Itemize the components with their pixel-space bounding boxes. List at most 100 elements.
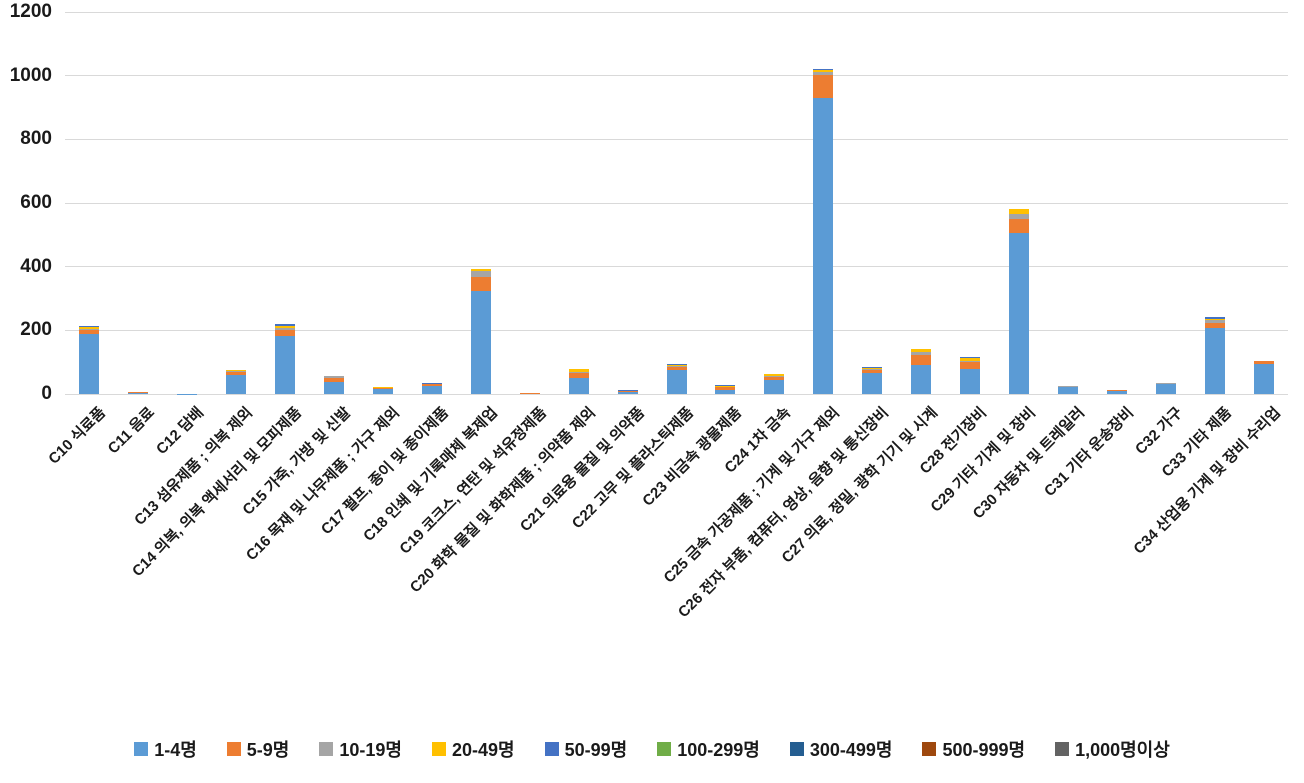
gridline-y-400 xyxy=(65,266,1288,268)
legend-swatch-icon xyxy=(789,742,804,756)
bar-segment-1-4명-cat7 xyxy=(421,386,442,394)
bar-segment-5-9명-cat13 xyxy=(715,387,736,390)
bar-segment-10-19명-cat7 xyxy=(421,383,442,385)
legend-item-1,000명이상: 1,000명이상 xyxy=(1055,736,1170,762)
bar-segment-10-19명-cat14 xyxy=(764,375,785,377)
legend-item-20-49명: 20-49명 xyxy=(431,736,515,762)
bar-segment-20-49명-cat10 xyxy=(568,369,589,372)
bar-segment-1-4명-cat9 xyxy=(519,393,540,394)
bar-segment-5-9명-cat12 xyxy=(666,366,687,370)
y-tick-label: 1000 xyxy=(9,64,52,86)
bar-segment-20-49명-cat17 xyxy=(911,349,932,353)
bar-segment-1-4명-cat4 xyxy=(275,336,296,394)
bar-segment-1-4명-cat1 xyxy=(128,392,149,394)
bar-segment-5-9명-cat14 xyxy=(764,376,785,380)
bar-segment-10-19명-cat23 xyxy=(1204,320,1225,323)
bar-segment-5-9명-cat15 xyxy=(813,75,834,98)
bar-segment-50-99명-cat12 xyxy=(666,364,687,366)
bar-segment-5-9명-cat4 xyxy=(275,330,296,337)
bar-segment-5-9명-cat22 xyxy=(1155,383,1176,385)
gridline-y-1000 xyxy=(65,75,1288,77)
bar-segment-10-19명-cat0 xyxy=(79,328,100,330)
legend-swatch-icon xyxy=(922,742,937,756)
bar-segment-1-4명-cat8 xyxy=(470,290,491,394)
bar-segment-1-4명-cat14 xyxy=(764,379,785,394)
bar-segment-50-99명-cat23 xyxy=(1204,317,1225,319)
bar-segment-10-19명-cat12 xyxy=(666,365,687,367)
legend-item-500-999명: 500-999명 xyxy=(922,736,1025,762)
legend-swatch-icon xyxy=(226,742,241,756)
bar-segment-10-19명-cat19 xyxy=(1008,213,1029,220)
bar-segment-20-49명-cat18 xyxy=(960,358,981,361)
legend-item-100-299명: 100-299명 xyxy=(657,736,760,762)
gridline-y-200 xyxy=(65,329,1288,331)
bar-segment-10-19명-cat4 xyxy=(275,328,296,331)
legend-swatch-icon xyxy=(544,742,559,756)
bar-segment-1-4명-cat0 xyxy=(79,333,100,394)
bar-segment-20-49명-cat3 xyxy=(226,370,247,372)
bar-segment-10-19명-cat5 xyxy=(324,376,345,379)
bar-segment-1-4명-cat6 xyxy=(372,388,393,394)
bar-segment-10-19명-cat15 xyxy=(813,71,834,76)
bar-segment-20-49명-cat4 xyxy=(275,325,296,329)
bar-segment-5-9명-cat23 xyxy=(1204,322,1225,329)
bar-segment-20-49명-cat16 xyxy=(862,367,883,369)
bar-segment-50-99명-cat4 xyxy=(275,323,296,326)
bar-segment-10-19명-cat10 xyxy=(568,371,589,373)
bar-segment-5-9명-cat8 xyxy=(470,277,491,291)
bar-segment-1-4명-cat16 xyxy=(862,373,883,394)
legend-label: 50-99명 xyxy=(564,740,628,760)
bar-segment-5-9명-cat17 xyxy=(911,355,932,366)
legend-swatch-icon xyxy=(657,742,672,756)
legend-swatch-icon xyxy=(1055,742,1070,756)
bar-segment-20-49명-cat0 xyxy=(79,327,100,329)
legend-label: 300-499명 xyxy=(809,740,893,760)
y-tick-label: 600 xyxy=(20,192,52,213)
bar-segment-5-9명-cat0 xyxy=(79,329,100,334)
bar-segment-20-49명-cat23 xyxy=(1204,318,1225,321)
gridline-y-0 xyxy=(65,393,1288,395)
bar-segment-20-49명-cat12 xyxy=(666,365,687,366)
gridline-y-1200 xyxy=(65,11,1288,13)
bar-segment-1-4명-cat15 xyxy=(813,97,834,394)
legend-swatch-icon xyxy=(431,742,446,756)
bar-segment-1-4명-cat10 xyxy=(568,377,589,394)
bar-segment-1-4명-cat24 xyxy=(1253,364,1274,394)
bar-segment-1-4명-cat3 xyxy=(226,375,247,394)
bar-segment-10-19명-cat16 xyxy=(862,368,883,370)
bar-segment-10-19명-cat3 xyxy=(226,371,247,373)
bar-segment-1-4명-cat20 xyxy=(1057,386,1078,394)
bar-segment-50-99명-cat0 xyxy=(79,326,100,328)
legend-label: 500-999명 xyxy=(942,740,1026,760)
bar-segment-1-4명-cat13 xyxy=(715,389,736,394)
y-tick-label: 200 xyxy=(20,319,52,341)
legend-label: 1-4명 xyxy=(154,740,197,760)
bar-segment-1-4명-cat11 xyxy=(617,391,638,394)
bar-segment-5-9명-cat6 xyxy=(372,388,393,389)
bar-segment-20-49명-cat13 xyxy=(715,385,736,387)
bar-segment-10-19명-cat13 xyxy=(715,386,736,388)
bar-segment-20-49명-cat15 xyxy=(813,69,834,72)
bar-segment-50-99명-cat15 xyxy=(813,68,834,70)
gridline-y-600 xyxy=(65,202,1288,204)
bar-segment-1-4명-cat17 xyxy=(911,365,932,394)
bar-segment-5-9명-cat24 xyxy=(1253,361,1274,365)
bar-segment-20-49명-cat8 xyxy=(470,268,491,271)
y-tick-label: 0 xyxy=(41,383,52,404)
legend-swatch-icon xyxy=(134,742,149,756)
bar-segment-50-99명-cat16 xyxy=(862,366,883,368)
legend-item-5-9명: 5-9명 xyxy=(226,736,289,762)
legend-item-300-499명: 300-499명 xyxy=(789,736,893,762)
legend-item-1-4명: 1-4명 xyxy=(134,736,197,762)
bar-segment-10-19명-cat8 xyxy=(470,270,491,278)
bar-segment-20-49명-cat14 xyxy=(764,373,785,376)
bar-segment-5-9명-cat20 xyxy=(1057,386,1078,387)
bar-segment-1-4명-cat18 xyxy=(960,369,981,394)
bar-segment-1-4명-cat12 xyxy=(666,369,687,394)
y-tick-label: 400 xyxy=(20,255,52,277)
legend-label: 100-299명 xyxy=(677,740,760,760)
gridline-y-800 xyxy=(65,138,1288,140)
legend-label: 20-49명 xyxy=(451,740,515,760)
legend-label: 10-19명 xyxy=(339,740,402,760)
